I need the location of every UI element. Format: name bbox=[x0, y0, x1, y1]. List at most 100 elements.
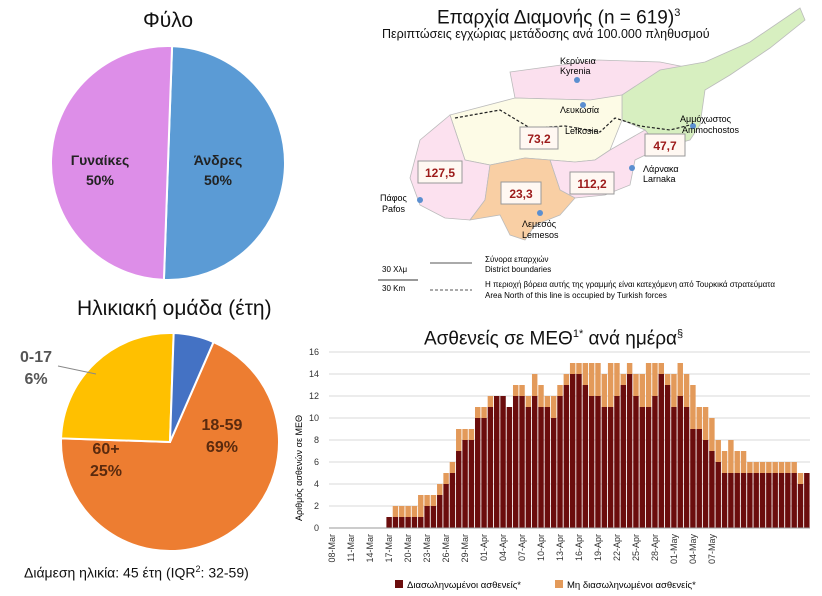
icu-bar-intubated-15 bbox=[424, 506, 430, 528]
icu-bar-intubated-64 bbox=[734, 473, 740, 528]
icu-bar-nonintubated-15 bbox=[424, 495, 430, 506]
icu-bar-intubated-49 bbox=[639, 407, 646, 528]
icu-x-tick-18: 01-May bbox=[669, 534, 679, 565]
icu-bar-intubated-28 bbox=[506, 407, 513, 528]
icu-y-tick-4: 8 bbox=[314, 435, 319, 445]
icu-x-tick-8: 01-Apr bbox=[479, 534, 489, 561]
icu-bar-intubated-51 bbox=[652, 396, 658, 528]
icu-bar-nonintubated-43 bbox=[601, 374, 608, 407]
icu-bar-nonintubated-18 bbox=[443, 473, 449, 484]
median-age-note: Διάμεση ηλικία: 45 έτη (IQR2: 32-59) bbox=[24, 564, 249, 581]
icu-bar-intubated-71 bbox=[778, 473, 785, 528]
larnaka-name-gr: Λάρνακα bbox=[643, 164, 679, 174]
age-pie-slice-0 bbox=[60, 340, 280, 552]
icu-bar-intubated-63 bbox=[728, 473, 734, 528]
icu-bar-intubated-18 bbox=[443, 484, 449, 528]
icu-bar-nonintubated-35 bbox=[550, 396, 557, 418]
icu-bar-intubated-37 bbox=[563, 385, 570, 528]
legend-occupied-gr: Η περιοχή βόρεια αυτής της γραμμής είναι… bbox=[485, 280, 775, 289]
icu-bar-intubated-47 bbox=[626, 374, 633, 528]
icu-bar-intubated-11 bbox=[399, 517, 405, 528]
lemesos-name-gr: Λεμεσός bbox=[522, 219, 557, 229]
lefkosia-dot bbox=[580, 102, 586, 108]
legend-boundary-gr: Σύνορα επαρχιών bbox=[485, 255, 549, 264]
icu-x-tick-20: 07-May bbox=[707, 534, 717, 565]
icu-y-tick-7: 14 bbox=[309, 369, 319, 379]
icu-y-tick-3: 6 bbox=[314, 457, 319, 467]
icu-bar-nonintubated-69 bbox=[766, 462, 772, 473]
icu-bar-intubated-72 bbox=[785, 473, 791, 528]
kyrenia-dot bbox=[574, 77, 580, 83]
icu-y-tick-5: 10 bbox=[309, 413, 319, 423]
lefkosia-name-en: Lefkosia bbox=[565, 126, 599, 136]
occupation-line bbox=[454, 109, 691, 133]
icu-bar-nonintubated-42 bbox=[595, 363, 601, 396]
icu-bar-intubated-48 bbox=[633, 396, 639, 528]
icu-bar-nonintubated-11 bbox=[399, 506, 405, 517]
icu-bar-nonintubated-73 bbox=[791, 462, 797, 473]
larnaka-name-en: Larnaka bbox=[643, 174, 676, 184]
icu-bar-intubated-25 bbox=[487, 407, 494, 528]
icu-x-tick-12: 13-Apr bbox=[555, 534, 565, 561]
icu-bar-nonintubated-33 bbox=[538, 385, 544, 407]
icu-bar-nonintubated-12 bbox=[405, 506, 411, 517]
icu-bar-intubated-26 bbox=[493, 396, 500, 528]
icu-x-tick-7: 29-Mar bbox=[460, 534, 470, 563]
icu-bar-nonintubated-60 bbox=[709, 418, 715, 451]
icu-bar-intubated-32 bbox=[531, 396, 538, 528]
icu-bar-nonintubated-66 bbox=[747, 462, 753, 473]
icu-bar-intubated-39 bbox=[576, 374, 582, 528]
icu-x-tick-2: 14-Mar bbox=[365, 534, 375, 563]
icu-bar-intubated-46 bbox=[620, 385, 627, 528]
icu-y-tick-8: 16 bbox=[309, 347, 319, 357]
cyprus-district-map: Κερύνεια Kyrenia Λευκωσία Lefkosia Αμμόχ… bbox=[378, 7, 806, 300]
icu-bar-nonintubated-19 bbox=[449, 462, 456, 473]
ammochostos-dot bbox=[690, 123, 696, 129]
icu-bar-intubated-52 bbox=[658, 374, 664, 528]
icu-bar-intubated-31 bbox=[525, 407, 532, 528]
icu-bar-nonintubated-24 bbox=[481, 407, 487, 418]
icu-bar-intubated-13 bbox=[411, 517, 418, 528]
icu-bar-intubated-56 bbox=[683, 407, 690, 528]
legend-swatch-intubated bbox=[395, 580, 403, 588]
icu-bar-intubated-67 bbox=[753, 473, 759, 528]
icu-bar-intubated-59 bbox=[702, 440, 709, 528]
icu-bar-nonintubated-45 bbox=[614, 363, 620, 396]
pafos-name-gr: Πάφος bbox=[380, 193, 408, 203]
icu-bar-intubated-36 bbox=[557, 396, 563, 528]
icu-bar-intubated-66 bbox=[747, 473, 753, 528]
icu-bar-intubated-17 bbox=[437, 495, 443, 528]
pafos-dot bbox=[417, 197, 423, 203]
age-pie-chart: 18-59 69% 60+ 25% 0-17 6% bbox=[20, 332, 280, 552]
age-chart-title: Ηλικιακή ομάδα (έτη) bbox=[77, 297, 272, 320]
icu-bar-nonintubated-41 bbox=[588, 363, 595, 396]
icu-x-tick-5: 23-Mar bbox=[422, 534, 432, 563]
icu-x-tick-1: 11-Mar bbox=[346, 534, 356, 562]
icu-bar-nonintubated-30 bbox=[519, 385, 525, 396]
map-title-sup: 3 bbox=[674, 7, 681, 19]
icu-bar-intubated-68 bbox=[759, 473, 766, 528]
icu-bar-intubated-62 bbox=[721, 473, 728, 528]
icu-bar-intubated-30 bbox=[519, 396, 525, 528]
icu-bar-intubated-27 bbox=[500, 396, 506, 528]
icu-bar-intubated-42 bbox=[595, 396, 601, 528]
icu-x-tick-14: 19-Apr bbox=[593, 534, 603, 561]
icu-bar-intubated-10 bbox=[392, 517, 399, 528]
icu-bar-intubated-73 bbox=[791, 473, 797, 528]
icu-bar-nonintubated-64 bbox=[734, 451, 740, 473]
icu-bar-intubated-69 bbox=[766, 473, 772, 528]
icu-bar-intubated-70 bbox=[772, 473, 778, 528]
icu-bar-intubated-55 bbox=[677, 396, 683, 528]
median-age-tail: : 32-59) bbox=[200, 564, 249, 581]
icu-bar-intubated-65 bbox=[740, 473, 747, 528]
icu-bar-nonintubated-25 bbox=[487, 396, 494, 407]
icu-x-tick-4: 20-Mar bbox=[403, 534, 413, 563]
legend-label-nonintubated: Μη διασωληνωμένοι ασθενείς* bbox=[567, 580, 696, 591]
lefkosia-name-gr: Λευκωσία bbox=[560, 105, 599, 115]
sex-pie-label-0: Άνδρες bbox=[194, 152, 242, 168]
ammochostos-name-en: Ammochostos bbox=[682, 125, 740, 135]
sex-pie-chart: Άνδρες 50% Γυναίκες 50% bbox=[50, 45, 286, 281]
pafos-name-en: Pafos bbox=[382, 204, 406, 214]
icu-bar-nonintubated-23 bbox=[475, 407, 481, 418]
age-pie-label-1: 60+ bbox=[92, 441, 119, 458]
